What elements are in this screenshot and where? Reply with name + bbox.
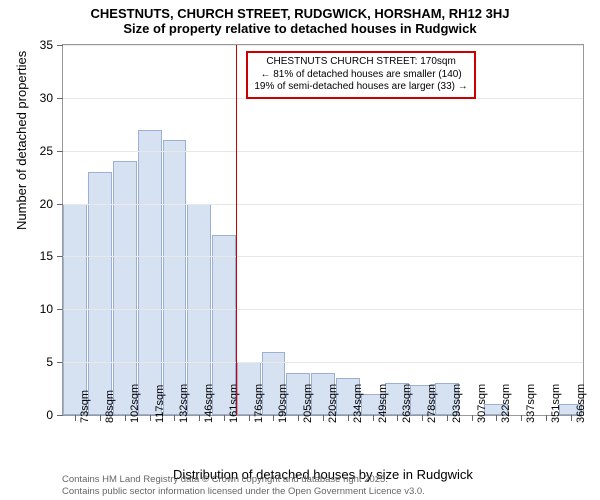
x-tick <box>199 415 200 421</box>
x-tick <box>174 415 175 421</box>
x-tick <box>298 415 299 421</box>
x-tick <box>472 415 473 421</box>
gridline <box>63 362 583 363</box>
attribution-block: Contains HM Land Registry data © Crown c… <box>62 474 425 498</box>
x-tick-label: 102sqm <box>129 384 141 423</box>
x-tick-label: 322sqm <box>500 384 512 423</box>
y-tick-label: 10 <box>40 302 53 316</box>
callout-line: CHESTNUTS CHURCH STREET: 170sqm <box>254 56 467 69</box>
x-tick <box>150 415 151 421</box>
x-tick <box>496 415 497 421</box>
x-tick <box>422 415 423 421</box>
reference-line <box>236 45 237 415</box>
x-tick-label: 205sqm <box>302 384 314 423</box>
y-tick-label: 35 <box>40 38 53 52</box>
x-tick-label: 263sqm <box>401 384 413 423</box>
y-tick <box>57 151 63 152</box>
y-tick <box>57 362 63 363</box>
x-tick-label: 176sqm <box>253 384 265 423</box>
x-tick <box>249 415 250 421</box>
x-tick <box>571 415 572 421</box>
x-tick-label: 88sqm <box>104 390 116 423</box>
callout-line: ← 81% of detached houses are smaller (14… <box>254 69 467 82</box>
gridline <box>63 45 583 46</box>
x-tick <box>348 415 349 421</box>
histogram-bar <box>113 161 137 415</box>
x-tick-label: 146sqm <box>203 384 215 423</box>
x-tick <box>75 415 76 421</box>
gridline <box>63 151 583 152</box>
y-tick <box>57 309 63 310</box>
gridline <box>63 309 583 310</box>
y-tick-label: 30 <box>40 91 53 105</box>
y-tick <box>57 45 63 46</box>
x-tick-label: 234sqm <box>352 384 364 423</box>
histogram-bar <box>163 140 187 415</box>
gridline <box>63 204 583 205</box>
y-tick-label: 25 <box>40 144 53 158</box>
attribution-line1: Contains HM Land Registry data © Crown c… <box>62 474 425 486</box>
attribution-line2: Contains public sector information licen… <box>62 486 425 498</box>
x-tick <box>100 415 101 421</box>
y-tick-label: 5 <box>46 355 53 369</box>
plot-area: Distribution of detached houses by size … <box>62 44 584 416</box>
x-tick <box>224 415 225 421</box>
x-tick <box>521 415 522 421</box>
x-tick-label: 337sqm <box>525 384 537 423</box>
chart-title-block: CHESTNUTS, CHURCH STREET, RUDGWICK, HORS… <box>0 0 600 36</box>
histogram-bar <box>88 172 112 415</box>
gridline <box>63 256 583 257</box>
x-tick-label: 190sqm <box>277 384 289 423</box>
x-tick-label: 351sqm <box>550 384 562 423</box>
x-tick-label: 161sqm <box>228 384 240 423</box>
histogram-bar <box>138 130 162 415</box>
x-tick-label: 278sqm <box>426 384 438 423</box>
x-tick-label: 117sqm <box>154 385 166 423</box>
x-tick <box>546 415 547 421</box>
x-tick-label: 307sqm <box>476 384 488 423</box>
callout-line: 19% of semi-detached houses are larger (… <box>254 81 467 94</box>
y-tick <box>57 204 63 205</box>
x-tick <box>447 415 448 421</box>
x-tick-label: 366sqm <box>575 384 587 423</box>
x-tick <box>125 415 126 421</box>
y-tick <box>57 415 63 416</box>
callout-box: CHESTNUTS CHURCH STREET: 170sqm← 81% of … <box>246 51 475 99</box>
x-tick-label: 293sqm <box>451 384 463 423</box>
bars-layer <box>63 45 583 415</box>
x-tick-label: 220sqm <box>327 384 339 423</box>
y-tick-label: 15 <box>40 249 53 263</box>
x-tick <box>273 415 274 421</box>
y-tick-label: 0 <box>46 408 53 422</box>
y-axis-label: Number of detached properties <box>14 51 29 230</box>
chart-title-line2: Size of property relative to detached ho… <box>0 21 600 36</box>
y-tick <box>57 98 63 99</box>
y-tick <box>57 256 63 257</box>
x-tick-label: 249sqm <box>377 384 389 423</box>
chart-title-line1: CHESTNUTS, CHURCH STREET, RUDGWICK, HORS… <box>0 6 600 21</box>
x-tick <box>397 415 398 421</box>
histogram-chart: CHESTNUTS, CHURCH STREET, RUDGWICK, HORS… <box>0 0 600 500</box>
x-tick <box>373 415 374 421</box>
y-tick-label: 20 <box>40 197 53 211</box>
x-tick-label: 73sqm <box>79 390 91 423</box>
x-tick <box>323 415 324 421</box>
x-tick-label: 132sqm <box>178 384 190 423</box>
